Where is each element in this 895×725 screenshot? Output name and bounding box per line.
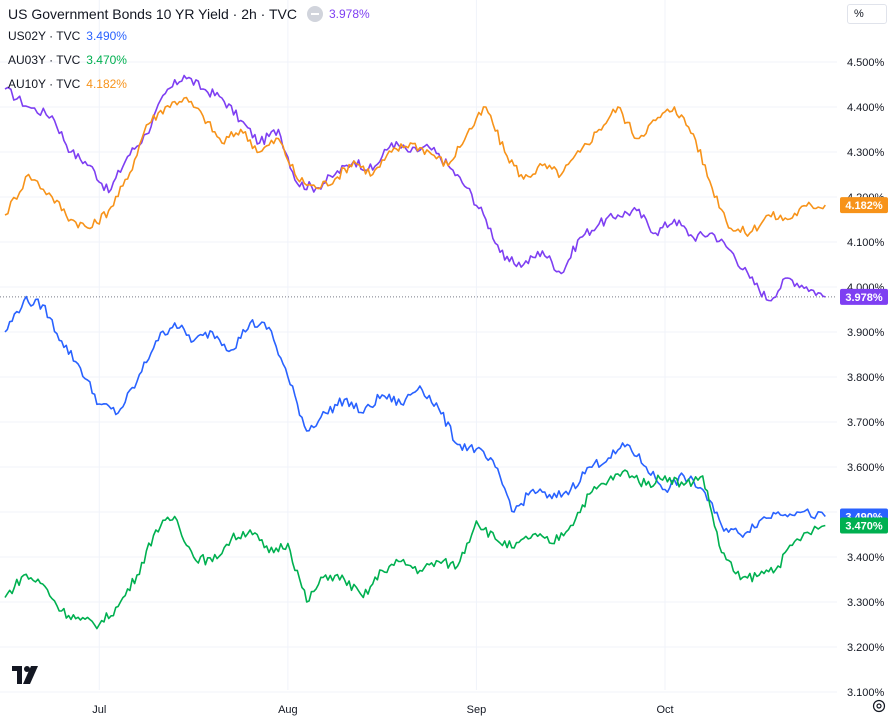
- price-tags: 3.978%4.182%3.490%3.470%: [840, 197, 888, 534]
- chart-legend: US Government Bonds 10 YR Yield · 2h · T…: [8, 4, 370, 96]
- series-line-au10[interactable]: [4, 96, 826, 237]
- price-tag-au03: [840, 517, 888, 534]
- price-tick-label: 3.200%: [847, 642, 885, 654]
- series-line-au03[interactable]: [4, 469, 826, 630]
- legend-value: 3.490%: [86, 29, 127, 43]
- series-layer: [4, 74, 826, 630]
- legend-main-title: US Government Bonds 10 YR Yield · 2h · T…: [8, 6, 297, 22]
- price-tag-label-us10: 3.978%: [845, 292, 883, 304]
- price-tick-label: 3.700%: [847, 417, 885, 429]
- grid-layer: [0, 0, 837, 693]
- price-tick-label: 4.400%: [847, 102, 885, 114]
- series-line-us02[interactable]: [4, 295, 826, 538]
- legend-main-row[interactable]: US Government Bonds 10 YR Yield · 2h · T…: [8, 4, 370, 24]
- price-tick-label: 3.600%: [847, 462, 885, 474]
- gear-icon[interactable]: [871, 698, 887, 714]
- price-tag-label-au03: 3.470%: [845, 521, 883, 533]
- legend-main-value: 3.978%: [328, 7, 370, 21]
- legend-value: 4.182%: [86, 77, 127, 91]
- price-tick-label: 3.800%: [847, 372, 885, 384]
- price-axis[interactable]: 4.500%4.400%4.300%4.200%4.100%4.000%3.90…: [847, 57, 885, 699]
- time-tick-label: Oct: [656, 704, 673, 716]
- price-tag-us10: [840, 288, 888, 305]
- legend-label: AU03Y · TVC: [8, 53, 81, 67]
- tradingview-logo-icon[interactable]: [12, 666, 42, 684]
- price-tick-label: 3.900%: [847, 327, 885, 339]
- price-tick-label: 4.100%: [847, 237, 885, 249]
- legend-label: US02Y · TVC: [8, 29, 81, 43]
- legend-value: 3.470%: [86, 53, 127, 67]
- legend-row-au03y[interactable]: AU03Y · TVC 3.470%: [8, 48, 370, 72]
- time-tick-label: Jul: [92, 704, 106, 716]
- hide-icon[interactable]: [306, 6, 323, 22]
- price-tick-label: 4.300%: [847, 147, 885, 159]
- legend-label: AU10Y · TVC: [8, 77, 81, 91]
- price-tick-label: 3.300%: [847, 597, 885, 609]
- price-tag-label-au10: 4.182%: [845, 200, 883, 212]
- time-tick-label: Sep: [467, 704, 487, 716]
- unit-button[interactable]: %: [847, 4, 887, 24]
- price-tick-label: 3.400%: [847, 552, 885, 564]
- price-tick-label: 4.500%: [847, 57, 885, 69]
- price-tag-au10: [840, 197, 888, 214]
- legend-row-us02y[interactable]: US02Y · TVC 3.490%: [8, 24, 370, 48]
- legend-row-au10y[interactable]: AU10Y · TVC 4.182%: [8, 72, 370, 96]
- price-tick-label: 3.100%: [847, 687, 885, 699]
- time-tick-label: Aug: [278, 704, 298, 716]
- time-axis[interactable]: Jul Aug Sep Oct: [92, 704, 673, 716]
- series-line-us10[interactable]: [4, 74, 826, 302]
